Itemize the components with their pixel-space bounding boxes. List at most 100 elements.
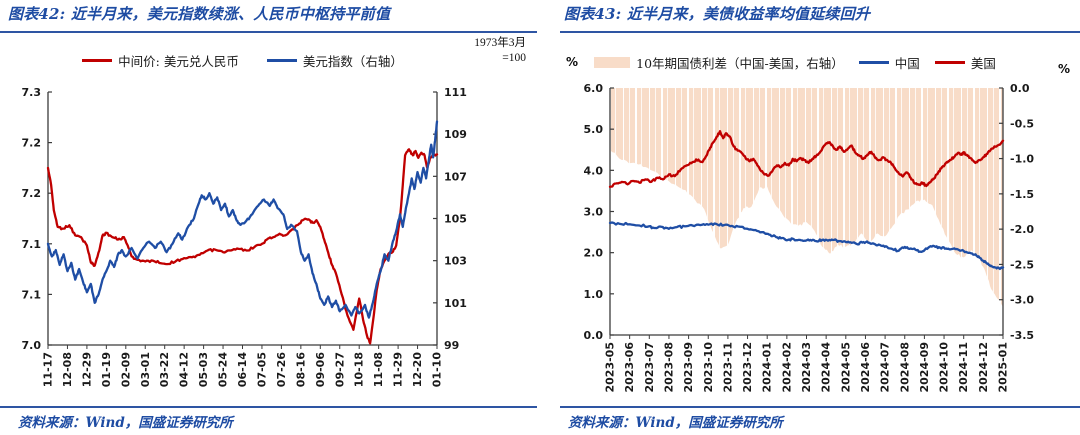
legend-item-midprice: 中间价: 美元兑人民币: [82, 51, 239, 70]
figure-42-legend: 中间价: 美元兑人民币 美元指数（右轴）: [48, 51, 437, 70]
legend-item-usd-index: 美元指数（右轴）: [266, 51, 403, 70]
svg-text:-1.0: -1.0: [1010, 153, 1034, 166]
svg-text:-1.5: -1.5: [1010, 188, 1034, 201]
svg-text:-3.5: -3.5: [1010, 329, 1034, 342]
svg-text:109: 109: [444, 128, 467, 141]
left-axis-unit-label: %: [566, 55, 579, 69]
svg-text:2024-09: 2024-09: [918, 342, 931, 393]
legend-label-us: 美国: [970, 56, 996, 71]
svg-text:4.0: 4.0: [584, 164, 604, 177]
legend-label-midprice: 中间价: 美元兑人民币: [118, 54, 239, 69]
svg-text:12-08: 12-08: [61, 352, 74, 387]
svg-text:107: 107: [444, 170, 467, 183]
svg-text:04-12: 04-12: [178, 352, 191, 387]
svg-text:09-06: 09-06: [314, 352, 327, 388]
legend-item-us: 美国: [934, 53, 996, 72]
svg-text:7.3: 7.3: [22, 86, 42, 99]
svg-text:2023-12: 2023-12: [741, 342, 754, 393]
svg-text:7.1: 7.1: [22, 288, 42, 301]
figure-42-source: 资料来源：Wind，国盛证券研究所: [18, 415, 233, 431]
figure-43-panel: 图表43: 近半月来，美债收益率均值延续回升 % % 10年期国债利差（中国-美…: [540, 0, 1080, 435]
title-rule: [560, 31, 1080, 33]
svg-text:03-01: 03-01: [139, 352, 152, 387]
svg-text:1.0: 1.0: [584, 288, 604, 301]
svg-text:6.0: 6.0: [584, 82, 604, 95]
figure-43-title: 图表43: 近半月来，美债收益率均值延续回升: [564, 5, 871, 23]
svg-text:0.0: 0.0: [1010, 82, 1030, 95]
svg-text:01-19: 01-19: [100, 352, 113, 387]
svg-text:11-08: 11-08: [372, 352, 385, 387]
svg-text:-2.5: -2.5: [1010, 258, 1034, 271]
legend-item-china: 中国: [858, 53, 920, 72]
svg-text:7.2: 7.2: [22, 137, 42, 150]
svg-text:2024-06: 2024-06: [859, 342, 872, 393]
blue-line-swatch-icon: [858, 61, 889, 64]
red-line-swatch-icon: [82, 59, 113, 62]
footer-rule: [560, 406, 1080, 408]
svg-text:105: 105: [444, 213, 467, 226]
svg-text:05-24: 05-24: [217, 352, 230, 388]
footer-rule: [0, 406, 537, 408]
svg-text:-3.0: -3.0: [1010, 294, 1034, 307]
svg-text:08-16: 08-16: [294, 352, 307, 388]
svg-text:2023-11: 2023-11: [721, 342, 734, 393]
svg-text:7.2: 7.2: [22, 187, 42, 200]
svg-text:2024-01: 2024-01: [761, 342, 774, 393]
svg-text:06-14: 06-14: [236, 352, 249, 388]
svg-text:09-27: 09-27: [333, 352, 346, 387]
red-line-swatch-icon: [934, 61, 965, 64]
svg-text:02-09: 02-09: [119, 352, 132, 387]
svg-text:2024-10: 2024-10: [938, 342, 951, 393]
figure-42-panel: 图表42: 近半月来，美元指数续涨、人民币中枢持平前值 中间价: 美元兑人民币 …: [0, 5, 537, 431]
svg-text:2024-02: 2024-02: [780, 342, 793, 393]
svg-text:0.0: 0.0: [584, 329, 604, 342]
svg-text:2023-08: 2023-08: [662, 342, 675, 393]
legend-label-china: 中国: [894, 56, 920, 71]
svg-text:-2.0: -2.0: [1010, 223, 1034, 236]
title-rule: [0, 31, 537, 33]
svg-text:2025-01: 2025-01: [997, 342, 1010, 393]
figure-43-source: 资料来源：Wind，国盛证券研究所: [568, 415, 783, 431]
svg-text:12-20: 12-20: [411, 352, 424, 388]
base-period-note-line2: =100: [502, 52, 526, 64]
figure-43-chart-canvas: 6.0 5.0 4.0 3.0 2.0 1.0 0.0 0.0 -0.5 -1.0 -1.5 -2.0…: [584, 82, 1035, 393]
svg-text:2024-12: 2024-12: [977, 342, 990, 393]
svg-text:3.0: 3.0: [584, 206, 604, 219]
svg-text:5.0: 5.0: [584, 123, 604, 136]
blue-line-swatch-icon: [266, 59, 297, 62]
svg-text:10-18: 10-18: [353, 352, 366, 387]
legend-label-usd-index: 美元指数（右轴）: [302, 54, 403, 69]
right-axis-unit-label: %: [1057, 62, 1070, 76]
svg-text:111: 111: [444, 86, 467, 99]
svg-text:2023-09: 2023-09: [682, 342, 695, 393]
svg-text:103: 103: [444, 255, 467, 268]
svg-text:2024-05: 2024-05: [839, 342, 852, 393]
svg-text:2023-10: 2023-10: [702, 342, 715, 393]
svg-text:2024-03: 2024-03: [800, 342, 813, 393]
svg-text:2.0: 2.0: [584, 247, 604, 260]
svg-text:12-29: 12-29: [80, 352, 93, 387]
svg-text:99: 99: [444, 339, 459, 352]
svg-text:07-05: 07-05: [255, 352, 268, 387]
base-period-note: 1973年3月 =100: [474, 36, 526, 66]
legend-label-spread: 10年期国债利差（中国-美国，右轴）: [636, 56, 844, 71]
svg-text:05-03: 05-03: [197, 352, 210, 387]
svg-text:7.1: 7.1: [22, 238, 42, 251]
svg-text:2024-11: 2024-11: [957, 342, 970, 393]
svg-text:01-10: 01-10: [431, 352, 444, 388]
svg-text:2023-05: 2023-05: [604, 342, 617, 393]
svg-text:07-26: 07-26: [275, 352, 288, 388]
figure-42-title: 图表42: 近半月来，美元指数续涨、人民币中枢持平前值: [8, 5, 391, 23]
figure-43-legend: 10年期国债利差（中国-美国，右轴） 中国 美国: [580, 53, 1010, 72]
svg-text:-0.5: -0.5: [1010, 117, 1034, 130]
svg-text:03-22: 03-22: [158, 352, 171, 387]
svg-text:11-29: 11-29: [392, 352, 405, 387]
figure-42-chart-canvas: 7.3 7.2 7.2 7.1 7.1 7.0 111 109 107 105 103 101 99 11…: [22, 86, 467, 388]
svg-text:2024-07: 2024-07: [879, 342, 892, 393]
legend-item-spread: 10年期国债利差（中国-美国，右轴）: [594, 53, 844, 72]
svg-text:2024-04: 2024-04: [820, 342, 833, 393]
area-swatch-icon: [594, 57, 631, 68]
base-period-note-line1: 1973年3月: [474, 37, 526, 49]
svg-text:2023-07: 2023-07: [643, 342, 656, 393]
svg-text:7.0: 7.0: [22, 339, 42, 352]
